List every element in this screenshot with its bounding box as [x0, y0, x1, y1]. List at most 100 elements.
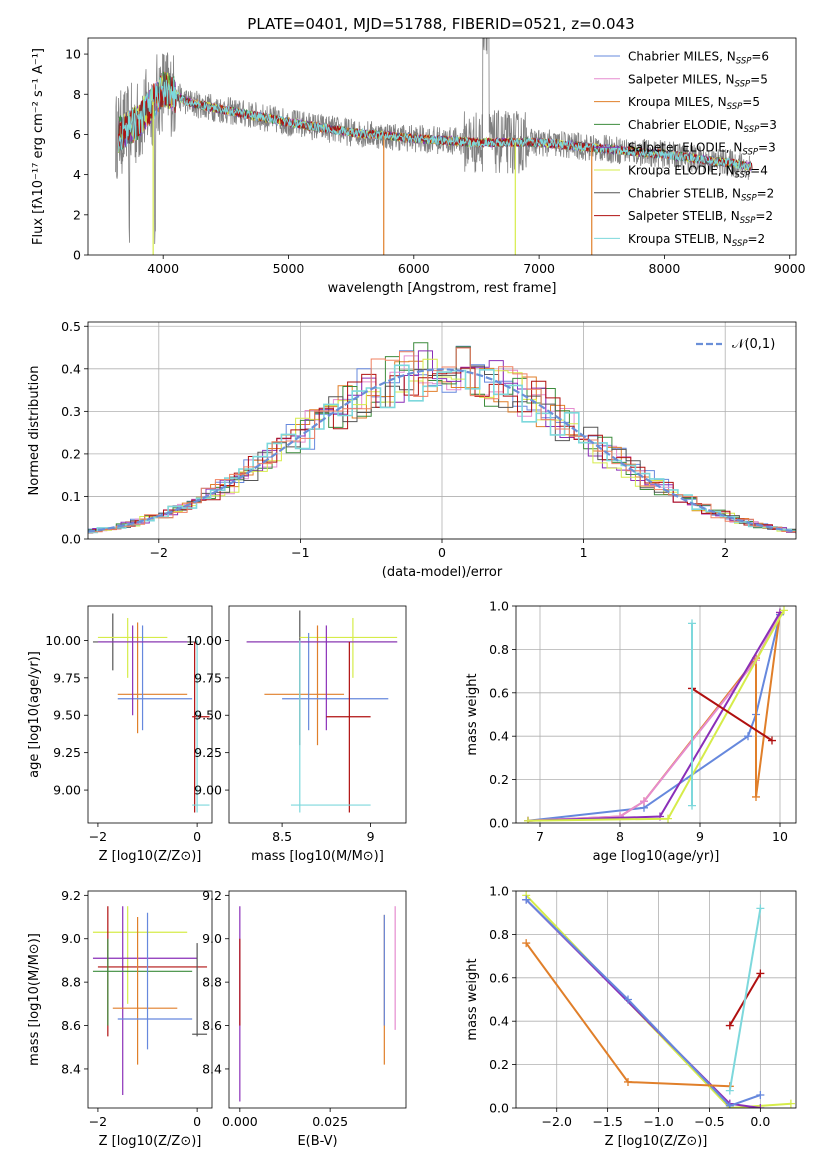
y-axis-label: mass [log10(M/M⊙)] — [27, 933, 42, 1066]
y-tick-label: 8.6 — [61, 1018, 81, 1033]
x-axis-label: Z [log10(Z/Z⊙)] — [605, 1134, 708, 1149]
spectrum-legend: Chabrier MILES, NSSP=6 Salpeter MILES, NS… — [594, 50, 777, 249]
x-tick-label: −2 — [150, 545, 168, 560]
data-point-marker — [725, 1101, 734, 1108]
y-tick-label: 10.00 — [186, 633, 222, 648]
data-point-marker — [752, 792, 760, 801]
y-tick-label: 0.4 — [61, 361, 81, 376]
axes-frame — [515, 605, 797, 824]
y-axis-label: Normed distribution — [27, 366, 42, 496]
x-tick-label: 0.000 — [222, 1114, 258, 1129]
y-tick-label: 1.0 — [489, 599, 509, 614]
y-tick-label: 0.6 — [489, 685, 509, 700]
y-tick-label: 0.8 — [489, 927, 509, 942]
residual-histogram — [88, 367, 796, 534]
y-tick-label: 9.0 — [202, 931, 222, 946]
x-axis-label: Z [log10(Z/Z⊙)] — [99, 849, 202, 864]
y-tick-label: 8.8 — [61, 975, 81, 990]
x-tick-label: 0 — [193, 1114, 201, 1129]
x-tick-label: 9 — [696, 829, 704, 844]
y-tick-label: 9.50 — [194, 708, 222, 723]
y-tick-label: 2 — [73, 207, 81, 222]
legend-entry: Chabrier ELODIE, NSSP=3 — [628, 118, 777, 135]
x-tick-label: −2 — [89, 1114, 107, 1129]
legend-entry: Kroupa ELODIE, NSSP=4 — [628, 164, 768, 181]
model-spectrum-line — [117, 76, 753, 171]
mass-vs-EBV-panel: 0.000 0.025 8.4 8.6 8.8 9.0 9.2 E(B-V) — [202, 888, 407, 1149]
data-point-marker — [524, 816, 532, 823]
y-tick-label: 9.2 — [202, 888, 222, 903]
y-tick-label: 0.1 — [61, 489, 81, 504]
x-tick-label: −0.5 — [694, 1114, 724, 1129]
legend-entry: Chabrier STELIB, NSSP=2 — [628, 186, 774, 203]
x-tick-label: 8000 — [649, 261, 681, 276]
y-axis-label: mass weight — [465, 673, 480, 755]
x-tick-label: 8.5 — [272, 829, 292, 844]
x-axis-label: E(B-V) — [297, 1134, 337, 1149]
x-tick-label: −1.5 — [592, 1114, 622, 1129]
data-point-marker — [688, 801, 696, 810]
y-tick-label: 4 — [73, 167, 81, 182]
axes-frame — [87, 890, 213, 1109]
x-tick-label: 0.0 — [750, 1114, 770, 1129]
data-point-marker — [780, 606, 788, 615]
y-tick-label: 9.75 — [53, 670, 81, 685]
y-tick-label: 0.2 — [489, 772, 509, 787]
y-tick-label: 9.0 — [61, 931, 81, 946]
y-tick-label: 0.0 — [61, 532, 81, 547]
data-point-marker — [744, 732, 752, 741]
data-point-marker — [624, 995, 632, 1004]
legend-entry: 𝒩(0,1) — [732, 337, 775, 352]
y-tick-label: 0.0 — [489, 1101, 509, 1116]
y-tick-label: 8.8 — [202, 975, 222, 990]
data-point-marker — [664, 814, 672, 823]
y-tick-label: 9.00 — [53, 783, 81, 798]
mass-weight-line — [691, 687, 773, 742]
x-tick-label: 7 — [536, 829, 544, 844]
x-axis-label: wavelength [Angstrom, rest frame] — [328, 281, 557, 296]
age-vs-Z-plot-area — [92, 613, 210, 813]
y-tick-label: 1.0 — [489, 884, 509, 899]
x-tick-label: −1.0 — [643, 1114, 673, 1129]
data-point-marker — [756, 969, 765, 978]
mass-vs-EBV-plot-area — [239, 906, 396, 1102]
x-tick-label: 0 — [438, 545, 446, 560]
x-tick-label: 6000 — [398, 261, 430, 276]
residual-histogram — [88, 364, 796, 534]
data-point-marker — [522, 895, 531, 904]
x-axis-label: mass [log10(M/M⊙)] — [251, 849, 384, 864]
age-vs-mass-plot-area — [246, 610, 398, 813]
mass-weight-vs-Z-panel: −2.0 −1.5 −1.0 −0.5 0.0 0.0 0.2 0.4 0.6 0.8 1.0 Z [… — [465, 884, 797, 1149]
y-tick-label: 0.2 — [489, 1057, 509, 1072]
y-tick-label: 10.00 — [45, 633, 81, 648]
y-tick-label: 10 — [65, 47, 81, 62]
x-axis-label: (data-model)/error — [382, 565, 503, 580]
x-tick-label: −2.0 — [542, 1114, 572, 1129]
x-tick-label: 2 — [721, 545, 729, 560]
data-point-marker — [756, 1104, 765, 1108]
y-tick-label: 0.4 — [489, 1014, 509, 1029]
x-tick-label: 9000 — [774, 261, 806, 276]
data-point-marker — [688, 619, 696, 628]
axes-frame — [87, 605, 213, 824]
y-axis-label: Flux [fλ10⁻¹⁷ erg cm⁻² s⁻¹ A⁻¹] — [31, 48, 46, 245]
data-point-marker — [786, 1099, 795, 1108]
y-tick-label: 0 — [73, 248, 81, 263]
y-axis-label: age [log10(age/yr)] — [27, 651, 42, 778]
mass-vs-Z-panel: −2 0 8.4 8.6 8.8 9.0 9.2 Z [log10(Z/Z⊙)] mass [l… — [27, 888, 213, 1149]
mass-vs-Z-plot-area — [92, 906, 208, 1095]
mass-weight-vs-Z-plot-area — [522, 891, 795, 1108]
normal-reference-curve — [88, 368, 796, 533]
y-tick-label: 0.8 — [489, 642, 509, 657]
y-tick-label: 9.50 — [53, 708, 81, 723]
y-tick-label: 0.6 — [489, 970, 509, 985]
y-tick-label: 8.6 — [202, 1018, 222, 1033]
legend-entry: Salpeter STELIB, NSSP=2 — [628, 209, 773, 226]
y-tick-label: 9.25 — [194, 745, 222, 760]
y-tick-label: 0.2 — [61, 446, 81, 461]
x-tick-label: 0.025 — [312, 1114, 348, 1129]
spectrum-panel: 4000 5000 6000 7000 8000 9000 0 2 4 6 8 10 wavelengt… — [31, 37, 806, 296]
y-tick-label: 8 — [73, 87, 81, 102]
data-point-marker — [756, 1090, 765, 1099]
mass-weight-line — [527, 609, 785, 822]
